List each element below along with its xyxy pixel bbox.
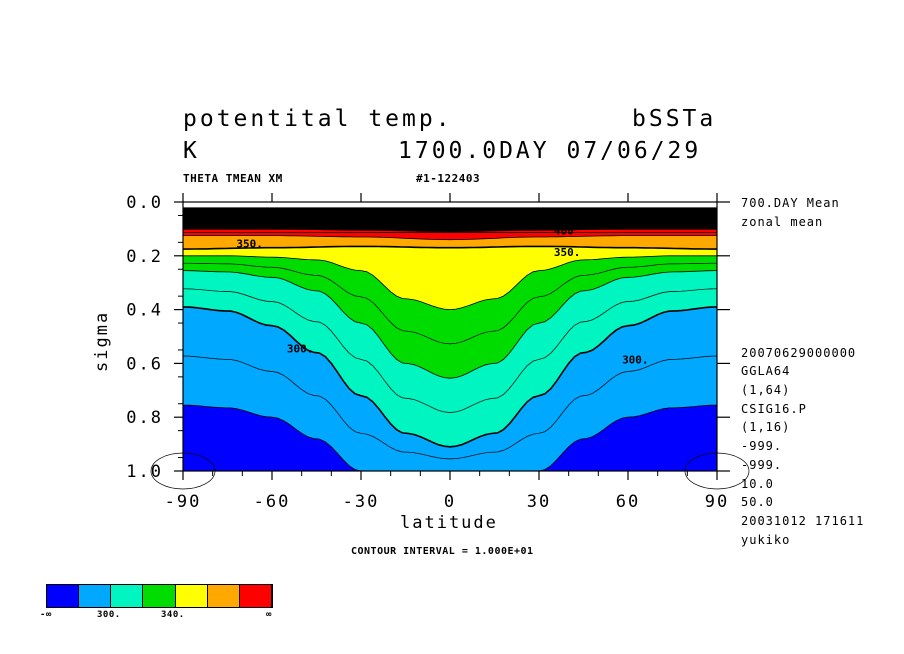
side-info-line: -999. — [741, 439, 783, 453]
x-tick-label: 90 — [705, 492, 729, 512]
time-label: 1700.0DAY 07/06/29 — [398, 138, 702, 164]
contour-line — [182, 270, 718, 379]
contour-label: 350. — [236, 238, 263, 251]
y-tick-label: 0.4 — [126, 301, 163, 321]
x-tick-label: -30 — [343, 492, 380, 512]
contour-band — [183, 202, 717, 232]
side-info-line: (1,16) — [741, 420, 791, 434]
x-tick-label: 0 — [444, 492, 456, 512]
side-info-line: 50.0 — [741, 495, 774, 509]
contour-line — [183, 235, 717, 241]
colorbar-swatch — [175, 585, 208, 607]
top-gap — [183, 202, 717, 208]
colorbar-label: -∞ — [40, 610, 52, 620]
colorbar-swatch — [143, 585, 176, 607]
colorbar-swatch — [47, 585, 80, 607]
run-id: #1-122403 — [416, 172, 481, 185]
contour-label: 300. — [622, 353, 649, 366]
contour-line — [182, 288, 718, 413]
colorbar-swatch — [79, 585, 112, 607]
contour-line — [182, 306, 718, 448]
contour-line — [182, 355, 718, 460]
side-info-line: CSIG16.P — [741, 402, 807, 416]
y-tick-label: 0.0 — [126, 193, 163, 213]
contour-interval: CONTOUR INTERVAL = 1.000E+01 — [351, 546, 534, 557]
unit-label: K — [183, 138, 200, 164]
side-info-line: (1,64) — [741, 383, 791, 397]
colorbar-swatch — [207, 585, 240, 607]
x-axis-label: latitude — [400, 513, 498, 533]
contour-label: 300. — [287, 343, 314, 356]
x-tick-label: -60 — [254, 492, 291, 512]
y-tick-label: 0.2 — [126, 247, 163, 267]
contour-label: 400 — [554, 224, 574, 237]
y-tick-label: 0.8 — [126, 408, 163, 428]
colorbar-label: 340. — [161, 610, 185, 620]
side-info-line: yukiko — [741, 533, 791, 547]
contour-line — [183, 245, 717, 250]
colorbar-swatch — [239, 585, 272, 607]
x-tick-label: 60 — [616, 492, 640, 512]
colorbar-label: ∞ — [266, 610, 272, 620]
experiment-name: bSSTa — [632, 106, 717, 132]
x-tick-label: -90 — [165, 492, 202, 512]
colorbar-label: 300. — [97, 610, 121, 620]
variable-line: THETA TMEAN XM — [183, 172, 283, 185]
contour-line — [183, 255, 717, 311]
colorbar-swatch — [111, 585, 144, 607]
contour-label: 350. — [554, 246, 581, 259]
contour-line — [183, 228, 717, 232]
x-tick-label: 30 — [527, 492, 551, 512]
contour-line — [183, 262, 717, 345]
side-info-line: 20070629000000 — [741, 346, 857, 360]
side-info-line: 20031012 171611 — [741, 514, 865, 528]
chart-title: potentital temp. — [183, 106, 453, 132]
contour-label: 400 — [228, 219, 248, 232]
side-info-line: -999. — [741, 458, 783, 472]
side-info-line: GGLA64 — [741, 364, 791, 378]
y-tick-label: 0.6 — [126, 354, 163, 374]
y-tick-label: 1.0 — [126, 462, 163, 482]
side-info-line: 10.0 — [741, 477, 774, 491]
side-info-line: zonal mean — [741, 215, 824, 229]
colorbar — [46, 584, 273, 608]
side-info-line: 700.DAY Mean — [741, 196, 840, 210]
